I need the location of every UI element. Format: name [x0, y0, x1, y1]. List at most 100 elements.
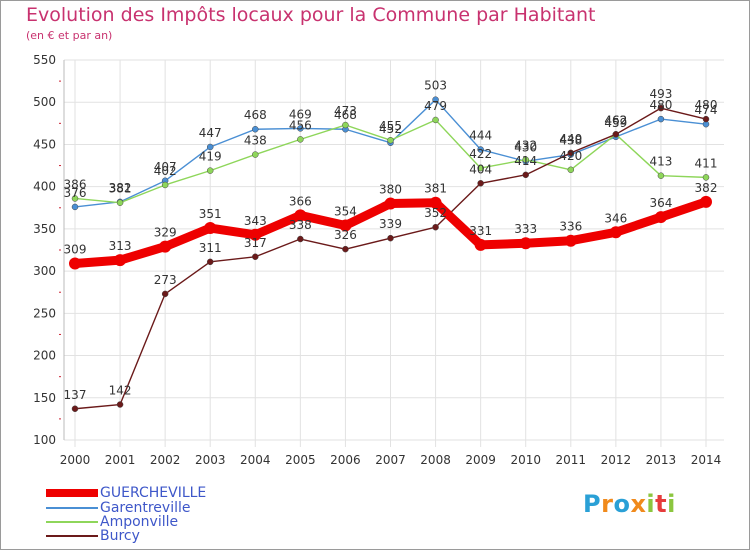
data-label-guercheville: 329	[154, 226, 177, 240]
x-tick-label: 2013	[646, 453, 677, 467]
data-label-guercheville: 346	[604, 211, 627, 225]
data-label-amponville: 420	[559, 149, 582, 163]
data-point-guercheville	[69, 257, 81, 270]
y-tick-label: 500	[33, 95, 56, 109]
data-point-amponville	[161, 181, 169, 189]
data-point-guercheville	[609, 226, 622, 239]
data-label-garentreville: 376	[64, 186, 87, 200]
data-label-amponville: 411	[695, 156, 718, 170]
x-tick-label: 2005	[285, 453, 316, 467]
data-point-garentreville	[206, 143, 214, 151]
data-label-amponville: 455	[379, 119, 402, 133]
y-tick-label: 300	[33, 264, 56, 278]
proxiti-logo: Proxiti	[583, 490, 676, 518]
legend-swatch-amponville	[46, 521, 98, 523]
data-label-garentreville: 474	[695, 103, 718, 117]
data-point-guercheville	[564, 234, 577, 247]
data-label-burcy: 480	[695, 98, 718, 112]
axes: 100 150 200 250 300 350 400 450 500 550 2000 2001 20…	[33, 53, 721, 467]
data-label-guercheville: 364	[649, 196, 672, 210]
data-point-guercheville	[339, 219, 352, 232]
data-point-burcy	[612, 131, 620, 138]
data-label-burcy: 338	[289, 218, 312, 232]
data-point-amponville	[702, 174, 710, 181]
x-tick-label: 2009	[465, 453, 496, 467]
data-label-amponville: 413	[649, 155, 672, 169]
data-point-garentreville	[657, 115, 665, 123]
data-point-amponville	[342, 121, 349, 129]
data-point-burcy	[387, 234, 394, 242]
data-label-garentreville: 382	[109, 181, 132, 195]
x-tick-label: 2010	[510, 453, 541, 467]
data-point-amponville	[387, 136, 394, 144]
data-point-amponville	[71, 195, 79, 202]
x-tick-label: 2002	[150, 453, 181, 467]
y-tick-label: 100	[33, 433, 56, 447]
x-tick-label: 2003	[195, 453, 226, 467]
legend-label: Burcy	[100, 528, 140, 544]
data-label-guercheville: 331	[469, 224, 492, 238]
data-label-garentreville: 438	[559, 134, 582, 148]
data-label-burcy: 462	[604, 113, 627, 127]
data-point-guercheville	[159, 240, 172, 253]
data-point-garentreville	[252, 125, 259, 133]
y-tick-label: 150	[33, 391, 56, 405]
legend-item-garentreville: Garentreville	[46, 500, 191, 516]
x-tick-label: 2001	[105, 453, 136, 467]
data-point-amponville	[657, 172, 665, 179]
y-tick-label: 400	[33, 180, 56, 194]
legend-label: GUERCHEVILLE	[100, 485, 207, 501]
data-point-guercheville	[429, 196, 442, 209]
data-label-amponville: 438	[244, 134, 267, 148]
data-point-guercheville	[294, 209, 307, 222]
data-point-guercheville	[654, 211, 667, 224]
legend-label: Amponville	[100, 514, 179, 530]
data-label-burcy: 137	[64, 388, 87, 402]
series	[69, 96, 712, 413]
data-label-burcy: 414	[514, 154, 537, 168]
x-tick-label: 2007	[375, 453, 406, 467]
data-label-garentreville: 480	[649, 98, 672, 112]
data-point-garentreville	[71, 203, 79, 211]
data-point-guercheville	[700, 195, 712, 208]
legend-swatch-guercheville	[46, 489, 98, 497]
x-tick-label: 2008	[420, 453, 451, 467]
data-label-garentreville: 452	[379, 122, 402, 136]
data-point-burcy	[252, 253, 259, 261]
data-label-garentreville: 459	[604, 116, 627, 130]
data-label-guercheville: 313	[109, 239, 132, 253]
data-point-amponville	[432, 116, 439, 124]
y-tick-label: 250	[33, 306, 56, 320]
data-label-amponville: 386	[64, 177, 87, 191]
data-label-burcy: 352	[424, 206, 447, 220]
data-label-amponville: 422	[469, 147, 492, 161]
data-point-garentreville	[297, 125, 304, 132]
data-label-guercheville: 382	[695, 181, 718, 195]
data-point-guercheville	[519, 237, 532, 250]
data-point-burcy	[297, 235, 304, 243]
chart-title: Evolution des Impôts locaux pour la Comm…	[26, 4, 596, 26]
data-label-garentreville: 407	[154, 160, 177, 174]
data-point-amponville	[297, 136, 304, 143]
data-point-burcy	[161, 290, 169, 298]
data-point-burcy	[657, 104, 665, 112]
data-label-burcy: 273	[154, 273, 177, 287]
data-label-burcy: 326	[334, 228, 357, 242]
x-tick-label: 2014	[691, 453, 722, 467]
x-tick-label: 2004	[240, 453, 271, 467]
data-label-amponville: 473	[334, 104, 357, 118]
data-label-guercheville: 381	[424, 182, 447, 196]
y-tick-label: 350	[33, 222, 56, 236]
data-label-garentreville: 444	[469, 129, 492, 143]
legend-item-guercheville: GUERCHEVILLE	[46, 485, 207, 501]
legend-label: Garentreville	[100, 500, 191, 516]
legend-item-amponville: Amponville	[46, 514, 179, 530]
data-point-guercheville	[204, 222, 217, 235]
data-label-garentreville: 469	[289, 107, 312, 121]
data-label-burcy: 440	[559, 132, 582, 146]
data-label-guercheville: 336	[559, 220, 582, 234]
data-point-guercheville	[384, 197, 397, 210]
data-label-burcy: 317	[244, 236, 267, 250]
